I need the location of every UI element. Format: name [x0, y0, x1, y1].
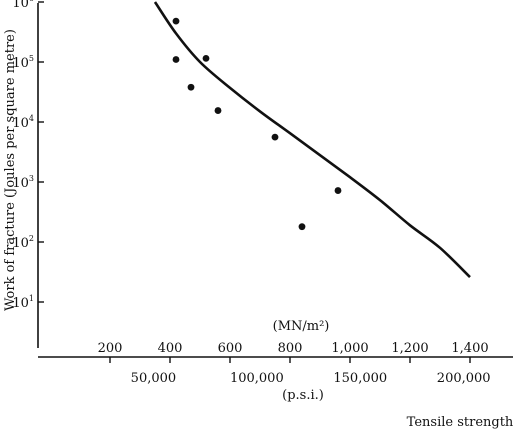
upper-x-unit-label: (MN/m²) [273, 319, 330, 334]
upper-x-tick-label: 800 [278, 341, 303, 356]
axis-ticks [38, 1, 471, 363]
upper-x-tick-label: 1,000 [331, 341, 368, 356]
lower-x-unit-label: (p.s.i.) [282, 388, 324, 403]
data-point [172, 56, 180, 63]
data-point [187, 83, 195, 91]
y-tick-label: 102 [12, 234, 34, 251]
upper-x-tick-label: 400 [158, 341, 183, 356]
lower-x-tick-label: 200,000 [437, 371, 491, 386]
lower-x-tick-label: 100,000 [230, 371, 284, 386]
data-points [172, 17, 342, 231]
upper-x-tick-label: 1,200 [391, 341, 428, 356]
y-tick-label: 105 [12, 54, 34, 71]
data-point [271, 133, 279, 141]
data-point [298, 223, 306, 231]
upper-x-tick-label: 200 [98, 341, 123, 356]
plot-area [37, 1, 513, 363]
fitted-curve [153, 1, 471, 279]
data-point [334, 187, 342, 194]
axis-labels: 101 102 103 104 105 106 200 400 600 800 1,000 1,200… [12, 0, 490, 386]
x-axis-title: Tensile strength [407, 415, 514, 430]
y-tick-label: 106 [12, 0, 34, 11]
lower-x-tick-label: 50,000 [131, 371, 177, 386]
y-tick-label: 103 [12, 174, 34, 191]
lower-x-tick-label: 150,000 [333, 371, 387, 386]
data-point [214, 107, 222, 114]
y-tick-label: 104 [12, 114, 34, 131]
upper-x-tick-label: 1,400 [451, 341, 488, 356]
y-axis-title: Work of fracture (Joules per square metr… [3, 29, 18, 311]
data-point [202, 54, 210, 62]
upper-x-tick-label: 600 [218, 341, 243, 356]
data-point [172, 17, 180, 25]
y-tick-label: 101 [12, 294, 34, 311]
